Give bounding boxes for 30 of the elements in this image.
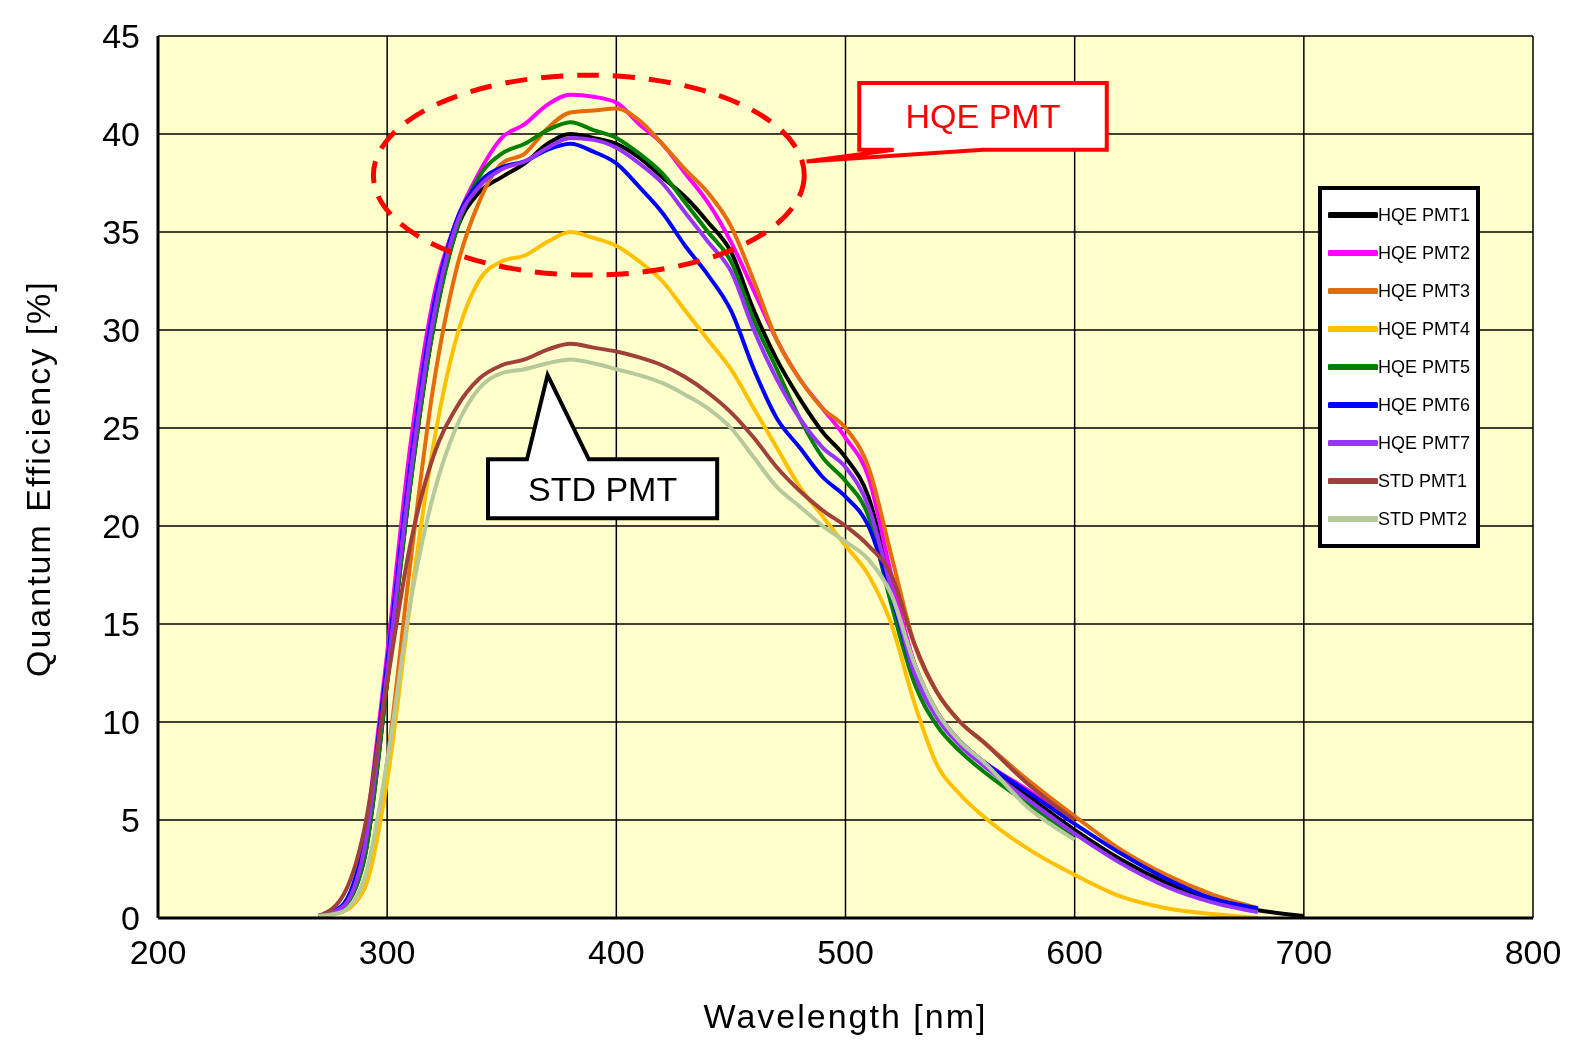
x-tick-label: 800	[1504, 933, 1562, 972]
y-tick-label: 10	[102, 703, 140, 742]
legend-label: HQE PMT3	[1377, 280, 1470, 302]
x-tick-label: 400	[587, 933, 645, 972]
legend-label: STD PMT1	[1377, 470, 1467, 492]
y-tick-label: 30	[102, 311, 140, 350]
x-tick-label: 600	[1046, 933, 1104, 972]
legend-label: HQE PMT5	[1377, 356, 1470, 378]
x-tick-label: 300	[358, 933, 416, 972]
y-tick-label: 45	[102, 17, 140, 56]
legend-label: HQE PMT1	[1377, 204, 1470, 226]
callout-box: STD PMT	[486, 369, 720, 521]
legend-label: STD PMT2	[1377, 508, 1467, 530]
legend-label: HQE PMT7	[1377, 432, 1470, 454]
x-tick-label: 500	[817, 933, 874, 972]
annotation: STD PMT	[527, 469, 678, 508]
x-axis-title: Wavelength [nm]	[703, 997, 988, 1035]
y-tick-label: 20	[102, 507, 140, 546]
y-tick-label: 35	[102, 213, 140, 252]
legend-label: HQE PMT2	[1377, 242, 1470, 264]
y-tick-label: 25	[102, 409, 140, 448]
legend-label: HQE PMT4	[1377, 318, 1470, 340]
legend-label: HQE PMT6	[1377, 394, 1470, 416]
annotation: HQE PMT	[905, 97, 1061, 136]
y-tick-label: 5	[121, 801, 140, 840]
y-tick-label: 15	[102, 605, 140, 644]
y-axis-title: Quantum Efficiency [%]	[19, 280, 58, 677]
y-tick-label: 40	[102, 115, 140, 154]
callout-box: HQE PMT	[804, 81, 1109, 164]
x-tick-label: 700	[1275, 933, 1333, 972]
